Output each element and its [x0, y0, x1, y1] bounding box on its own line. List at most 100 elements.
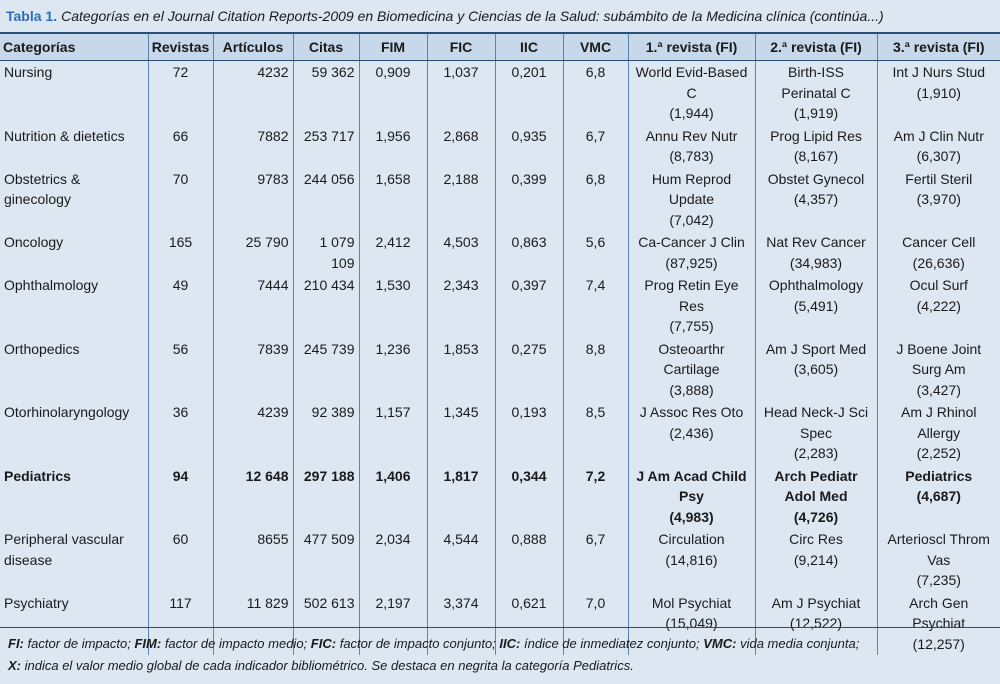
cell: 0,397 [494, 274, 563, 338]
cell: 7,0 [562, 591, 628, 655]
cell: 56 [147, 337, 213, 401]
journal-cell: Am J Psychiat (12,522) [754, 591, 877, 655]
cell: 1,236 [358, 337, 427, 401]
cell: Obstetrics & ginecology [4, 170, 81, 208]
journal-name: Mol Psychiat [651, 594, 732, 611]
cell: 0,344 [494, 464, 563, 528]
journal-cell: Fertil Steril (3,970) [876, 167, 1000, 231]
cell: 7839 [212, 337, 293, 401]
cell: 92 389 [292, 401, 359, 465]
header-cell: FIM [358, 32, 427, 61]
cell: 502 613 [292, 591, 359, 655]
journal-fi: (1,944) [669, 105, 714, 121]
cell: Orthopedics [4, 340, 80, 357]
journal-name: Obstet Gynecol [767, 170, 865, 187]
header-cell: VMC [562, 32, 628, 61]
journal-cell: Arch Pediatr Adol Med (4,726) [754, 464, 877, 528]
cell: 1,658 [358, 167, 427, 231]
cell: 165 [147, 231, 213, 274]
header-cell: 1.ª revista (FI) [627, 32, 755, 61]
footnote-term: FIC: [310, 636, 337, 651]
header-cell: Artículos [212, 32, 293, 61]
cell: 0,399 [494, 167, 563, 231]
cell: Otorhinolaryngology [4, 404, 130, 420]
journal-cell: J Boene Joint Surg Am (3,427) [876, 337, 1000, 401]
table-row: Oncology 165 25 790 1 079 109 2,412 4,503 0,86… [0, 231, 1000, 274]
cell: 477 509 [292, 528, 359, 592]
journal-fi: (7,235) [916, 572, 961, 588]
cell: 0,935 [494, 124, 563, 168]
journal-cell: Pediatrics (4,687) [876, 464, 1000, 528]
journal-name: World Evid-Based C [635, 64, 748, 101]
header-cell: Citas [292, 32, 359, 61]
cell: 2,412 [358, 231, 427, 274]
cell: 0,201 [494, 60, 563, 125]
cell: 2,343 [426, 274, 495, 338]
footnote-text: factor de impacto medio; [164, 636, 308, 651]
cell: 7882 [212, 124, 293, 168]
journal-cell: Circulation (14,816) [627, 528, 755, 592]
header-cell: IIC [494, 32, 563, 61]
cell: 2,197 [358, 591, 427, 655]
cell: Oncology [4, 234, 64, 250]
cell: 7,2 [562, 464, 628, 528]
journal-fi: (2,436) [669, 424, 714, 441]
cell: 6,7 [562, 528, 628, 592]
journal-cell: Ophthalmology (5,491) [754, 274, 877, 338]
footnote-term: IIC: [499, 636, 521, 651]
cell: 9783 [212, 167, 293, 231]
journal-fi: (5,491) [793, 297, 839, 314]
journal-name: Head Neck-J Sci Spec [763, 404, 869, 441]
journal-fi: (26,636) [912, 254, 965, 271]
cell: 1,037 [426, 60, 495, 125]
cell: 6,8 [562, 167, 628, 231]
cell: 12 648 [212, 464, 293, 528]
cell: 253 717 [292, 124, 359, 168]
journal-name: Arterioscl Throm Vas [887, 531, 990, 568]
journal-fi: (4,687) [916, 488, 961, 504]
journal-cell: J Am Acad Child Psy (4,983) [627, 464, 755, 528]
journal-fi: (14,816) [665, 551, 718, 568]
table-row: Nutrition & dietetics 66 7882 253 717 1,956 2… [0, 124, 1000, 168]
cell: 1 079 109 [292, 231, 359, 274]
journal-cell: Osteoarthr Cartilage (3,888) [627, 337, 755, 401]
cell: 7,4 [562, 274, 628, 338]
journal-cell: Prog Retin Eye Res (7,755) [627, 274, 755, 338]
journal-name: Annu Rev Nutr [645, 127, 738, 144]
cell: 4239 [212, 401, 293, 465]
journal-name: Cancer Cell [902, 234, 976, 250]
journal-fi: (9,214) [793, 551, 839, 568]
journal-name: Circ Res [789, 531, 843, 547]
journal-name: Int J Nurs Stud [892, 64, 986, 80]
journal-name: Ocul Surf [909, 277, 968, 293]
journal-fi: (4,726) [793, 508, 839, 525]
footnote-text: indica el valor medio global de cada ind… [24, 658, 634, 673]
cell: Ophthalmology [4, 277, 99, 293]
journal-cell: Ca-Cancer J Clin (87,925) [627, 231, 755, 274]
cell: 7444 [212, 274, 293, 338]
cell: 210 434 [292, 274, 359, 338]
journal-cell: Am J Rhinol Allergy (2,252) [876, 401, 1000, 465]
cell: 36 [147, 401, 213, 465]
footnote-text: factor de impacto; [27, 636, 131, 651]
journal-fi: (1,910) [916, 84, 961, 101]
journal-cell: Circ Res (9,214) [754, 528, 877, 592]
table-row: Psychiatry 117 11 829 502 613 2,197 3,374 0,62… [0, 591, 1000, 655]
table-row: Peripheral vascular disease 60 8655 477 509… [0, 528, 1000, 592]
cell: 0,909 [358, 60, 427, 125]
journal-name: Arch Pediatr Adol Med [774, 467, 858, 505]
journal-fi: (7,042) [669, 211, 714, 228]
journal-cell: Cancer Cell (26,636) [876, 231, 1000, 274]
table-row: Otorhinolaryngology 36 4239 92 389 1,157 1,34… [0, 401, 1000, 465]
cell: Nursing [4, 64, 53, 80]
journal-name: J Am Acad Child Psy [636, 467, 747, 505]
cell: 1,406 [358, 464, 427, 528]
journal-cell: Am J Clin Nutr (6,307) [876, 124, 1000, 168]
cell: 2,188 [426, 167, 495, 231]
footnote-term: FI: [8, 636, 24, 651]
journal-fi: (3,888) [669, 381, 714, 398]
journal-fi: (87,925) [665, 254, 718, 271]
cell: 4,544 [426, 528, 495, 592]
cell: 1,956 [358, 124, 427, 168]
